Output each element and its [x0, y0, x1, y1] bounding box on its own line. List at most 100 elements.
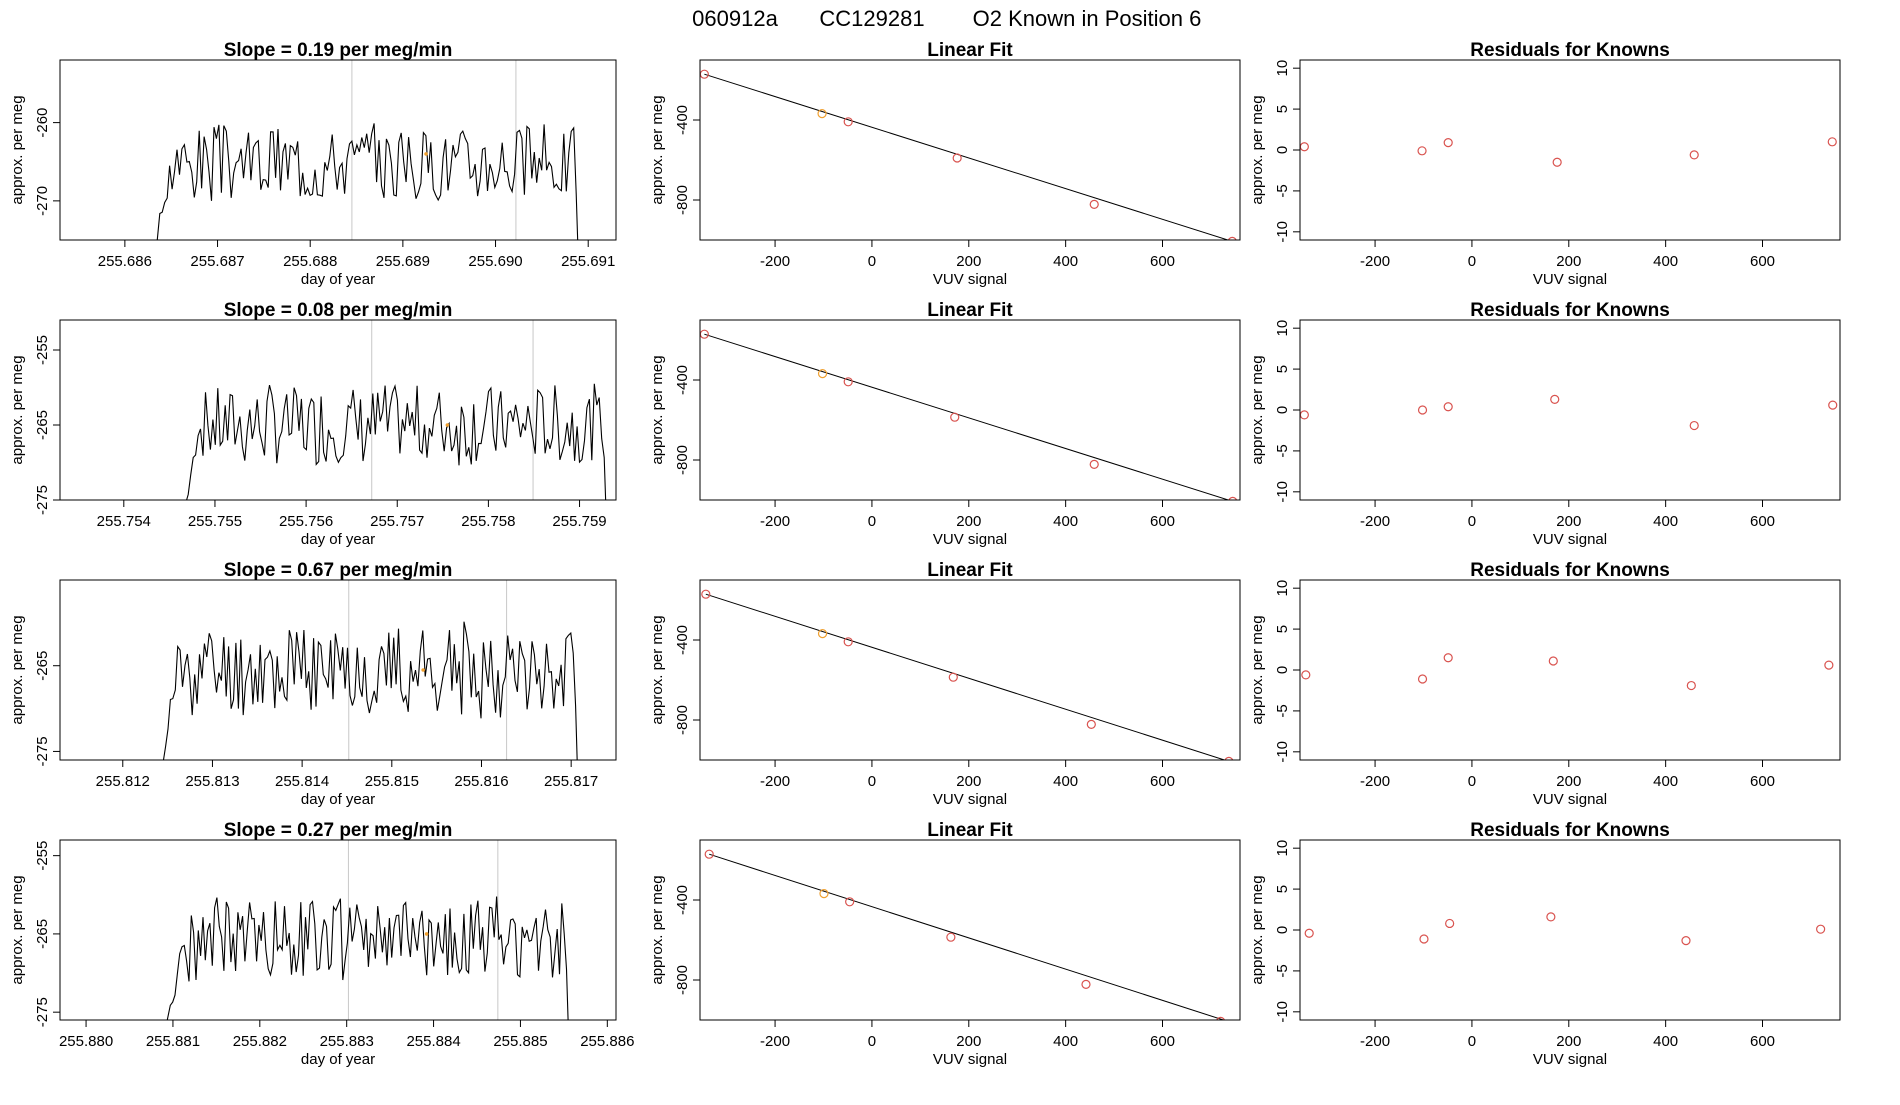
x-tick-label: 600 — [1150, 773, 1175, 790]
y-tick-label: -265 — [34, 919, 51, 949]
data-point — [701, 589, 711, 599]
x-tick-label: 255.880 — [59, 1033, 113, 1050]
data-point — [1550, 394, 1560, 404]
x-axis-label: day of year — [301, 791, 375, 808]
y-tick-label: 0 — [1274, 666, 1291, 674]
data-point — [1089, 459, 1099, 469]
x-tick-label: 200 — [1556, 513, 1581, 530]
plot-frame — [699, 59, 1241, 241]
y-tick-label: 5 — [1274, 625, 1291, 633]
panel-linear-fit-1: Linear Fit -400 -800 approx. per meg -200 0 20… — [649, 40, 1241, 288]
x-tick-label: 255.690 — [468, 253, 522, 270]
x-axis-label: VUV signal — [933, 531, 1007, 548]
x-tick-label: 400 — [1653, 253, 1678, 270]
x-tick-label: 255.757 — [370, 513, 424, 530]
highlight-point — [424, 932, 429, 936]
y-tick-label: -5 — [1274, 184, 1291, 197]
data-point — [1417, 146, 1427, 156]
x-tick-label: 400 — [1653, 1033, 1678, 1050]
panel-title: Linear Fit — [927, 560, 1013, 581]
panel-residuals-2: Residuals for Knowns 10 5 0 -5 -10 approx. per… — [1249, 300, 1841, 548]
y-tick-label: 5 — [1274, 885, 1291, 893]
x-tick-label: 255.881 — [146, 1033, 200, 1050]
data-point — [948, 672, 958, 682]
data-point — [1227, 236, 1237, 240]
x-tick-label: 400 — [1653, 773, 1678, 790]
fit-line — [705, 593, 1227, 760]
y-tick-label: -255 — [34, 841, 51, 871]
panel-residuals-3: Residuals for Knowns 10 5 0 -5 -10 approx. per… — [1249, 560, 1841, 808]
x-tick-label: 255.815 — [365, 773, 419, 790]
highlight-point — [817, 108, 827, 119]
y-tick-label: -275 — [34, 997, 51, 1027]
x-tick-label: 255.884 — [406, 1033, 460, 1050]
data-point — [1681, 936, 1691, 946]
y-tick-label: -400 — [674, 105, 691, 135]
panel-grid: Slope = 0.19 per meg/min -260 -270 approx. … — [9, 40, 1841, 1068]
data-point — [843, 377, 853, 387]
panel-time-series-3: Slope = 0.67 per meg/min -265 -275 approx. … — [9, 560, 617, 808]
x-axis-label: VUV signal — [1533, 531, 1607, 548]
data-point — [1686, 680, 1696, 691]
x-tick-label: 255.688 — [283, 253, 337, 270]
data-point — [1816, 924, 1826, 934]
y-tick-label: -265 — [34, 651, 51, 681]
data-point — [843, 117, 853, 127]
panel-title: Residuals for Knowns — [1470, 820, 1670, 841]
x-tick-label: 255.689 — [376, 253, 430, 270]
data-point — [845, 897, 855, 907]
x-tick-label: -200 — [760, 773, 790, 790]
y-tick-label: -10 — [1274, 481, 1291, 503]
data-point — [1443, 138, 1453, 148]
x-tick-label: -200 — [1360, 1033, 1390, 1050]
y-tick-label: -10 — [1274, 741, 1291, 763]
panel-time-series-4: Slope = 0.27 per meg/min -255 -265 -275 appr… — [9, 820, 634, 1068]
header-run-id: 060912a — [692, 6, 778, 31]
x-tick-label: 200 — [1556, 253, 1581, 270]
x-tick-label: 0 — [1468, 773, 1476, 790]
y-axis-label: approx. per meg — [649, 875, 666, 984]
y-axis-label: approx. per meg — [649, 95, 666, 204]
y-tick-label: -400 — [674, 365, 691, 395]
panel-title: Linear Fit — [927, 300, 1013, 321]
y-tick-label: -275 — [34, 485, 51, 515]
y-tick-label: -800 — [674, 185, 691, 215]
x-axis-label: VUV signal — [1533, 1051, 1607, 1068]
x-tick-label: 600 — [1150, 1033, 1175, 1050]
data-point — [1443, 402, 1453, 412]
y-tick-label: 0 — [1274, 926, 1291, 934]
x-tick-label: 600 — [1750, 1033, 1775, 1050]
data-point — [1689, 150, 1699, 160]
x-tick-label: 255.883 — [320, 1033, 374, 1050]
x-tick-label: 255.816 — [454, 773, 508, 790]
x-tick-label: 0 — [1468, 253, 1476, 270]
panel-title: Residuals for Knowns — [1470, 40, 1670, 61]
x-tick-label: 0 — [1468, 1033, 1476, 1050]
plot-frame — [699, 839, 1241, 1021]
x-tick-label: 200 — [1556, 773, 1581, 790]
plot-frame — [59, 839, 617, 1021]
data-point — [1824, 660, 1834, 670]
panel-linear-fit-2: Linear Fit -400 -800 approx. per meg -200 0 20… — [649, 300, 1241, 548]
plot-frame — [59, 319, 617, 501]
panel-residuals-1: Residuals for Knowns 10 5 0 -5 -10 approx. per… — [1249, 40, 1841, 288]
x-tick-label: 600 — [1150, 513, 1175, 530]
x-tick-label: 255.687 — [190, 253, 244, 270]
data-point — [1300, 142, 1309, 152]
y-tick-label: 10 — [1274, 580, 1291, 597]
data-point — [950, 412, 960, 422]
x-tick-label: 0 — [868, 773, 876, 790]
data-point — [1417, 405, 1428, 415]
x-tick-label: 400 — [1053, 513, 1078, 530]
panel-title: Linear Fit — [927, 820, 1013, 841]
y-tick-label: -260 — [34, 108, 51, 138]
x-tick-label: -200 — [760, 1033, 790, 1050]
fit-line — [704, 73, 1230, 240]
y-axis-label: approx. per meg — [1249, 615, 1266, 724]
panel-title: Slope = 0.27 per meg/min — [224, 820, 453, 841]
data-point — [1546, 912, 1556, 922]
x-tick-label: 0 — [868, 1033, 876, 1050]
panel-title: Slope = 0.67 per meg/min — [224, 560, 453, 581]
highlight-point — [817, 369, 828, 379]
